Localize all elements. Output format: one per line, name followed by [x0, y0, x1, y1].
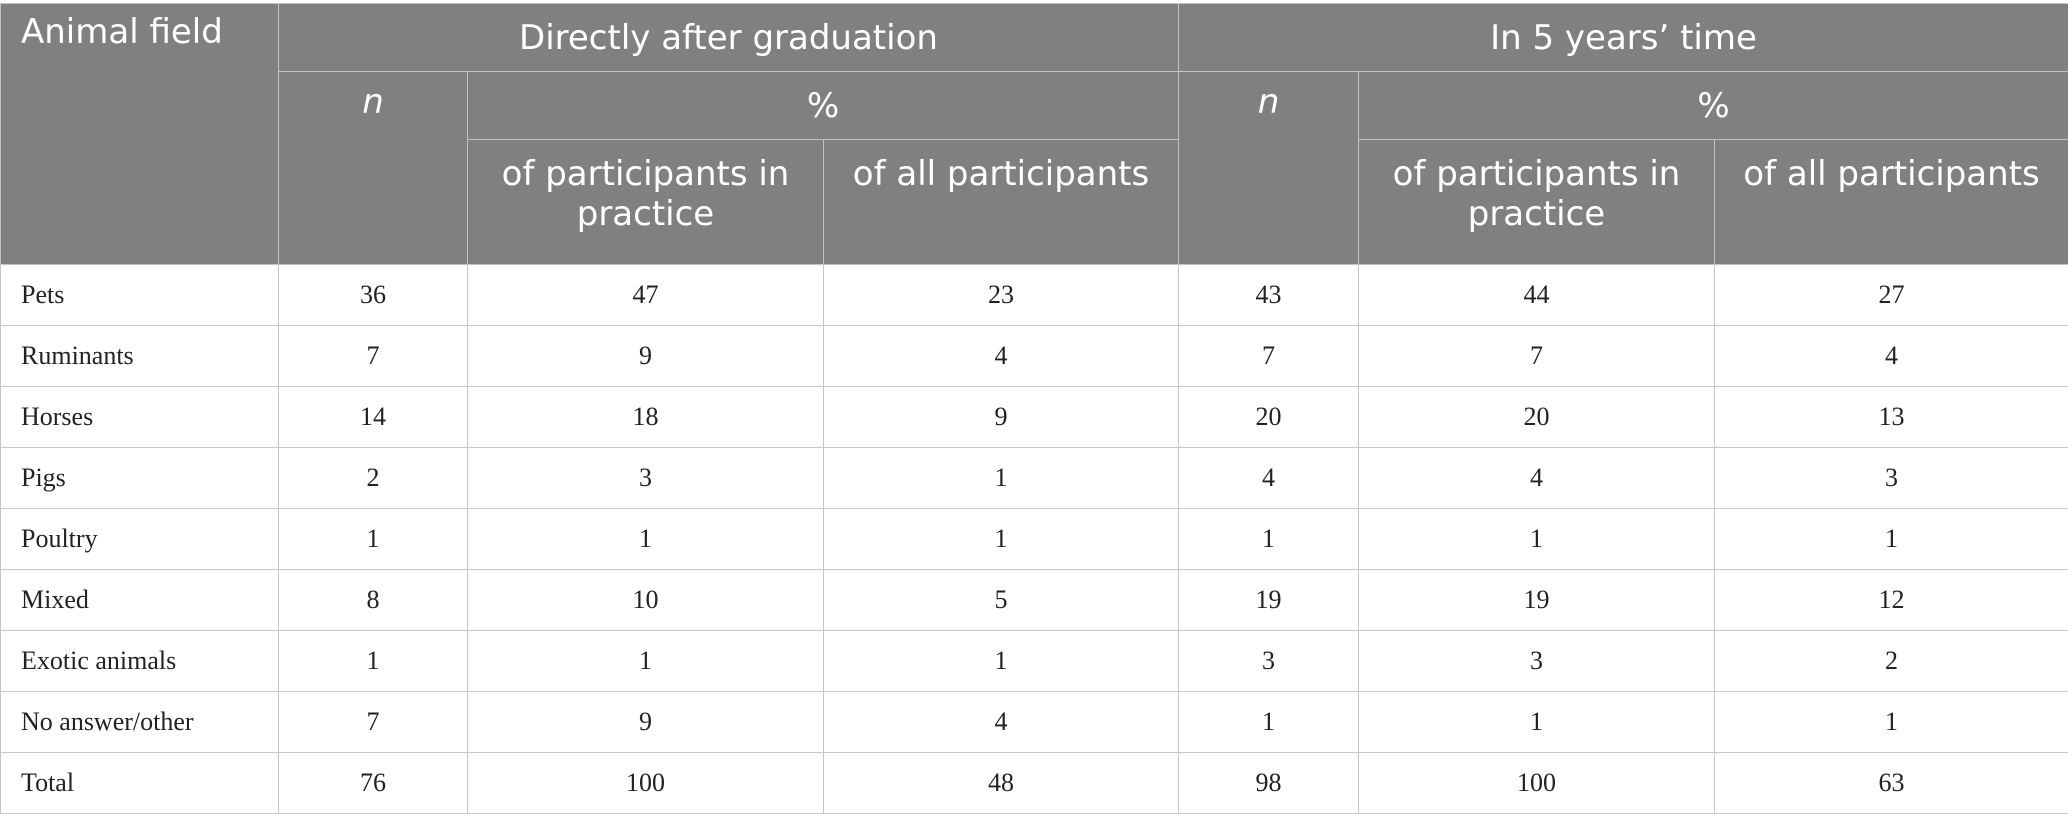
header-percent-after: % — [467, 71, 1179, 140]
row-label: Pets — [0, 264, 279, 326]
table-cell: 4 — [1178, 447, 1359, 509]
table-cell: 1 — [1713, 508, 2068, 570]
table-cell: 1 — [1178, 508, 1359, 570]
row-label: Pigs — [0, 447, 279, 509]
table-cell: 14 — [278, 386, 468, 448]
table-cell: 1 — [1178, 691, 1359, 753]
table-row: Ruminants 7 9 4 7 7 4 — [0, 325, 2068, 387]
table-cell: 19 — [1178, 569, 1359, 631]
row-label: No answer/other — [0, 691, 279, 753]
row-label: Ruminants — [0, 325, 279, 387]
table-cell: 7 — [1178, 325, 1359, 387]
table-cell: 100 — [467, 752, 824, 814]
table-header: Animal field Directly after graduation I… — [0, 3, 2068, 265]
table-cell: 44 — [1358, 264, 1715, 326]
table-cell: 76 — [278, 752, 468, 814]
table-cell: 4 — [1358, 447, 1715, 509]
header-of-all-participants-5years: of all participants — [1713, 139, 2068, 265]
animal-field-table: Animal field Directly after graduation I… — [0, 3, 2068, 814]
table-cell: 1 — [1713, 691, 2068, 753]
table-cell: 27 — [1713, 264, 2068, 326]
table-cell: 3 — [467, 447, 824, 509]
table-cell: 43 — [1178, 264, 1359, 326]
table-cell: 1 — [823, 508, 1179, 570]
table-cell: 10 — [467, 569, 824, 631]
table-cell: 100 — [1358, 752, 1715, 814]
header-of-participants-in-practice-after: of participants in practice — [467, 139, 824, 265]
table-cell: 98 — [1178, 752, 1359, 814]
table-row: Poultry 1 1 1 1 1 1 — [0, 508, 2068, 570]
table-cell: 1 — [1358, 691, 1715, 753]
table-row: Exotic animals 1 1 1 3 3 2 — [0, 630, 2068, 692]
table-cell: 1 — [278, 630, 468, 692]
table-row: Pets 36 47 23 43 44 27 — [0, 264, 2068, 326]
table-cell: 13 — [1713, 386, 2068, 448]
table-cell: 47 — [467, 264, 824, 326]
table-cell: 5 — [823, 569, 1179, 631]
table-cell: 18 — [467, 386, 824, 448]
table-cell: 9 — [823, 386, 1179, 448]
row-label: Poultry — [0, 508, 279, 570]
header-n-after: n — [278, 71, 468, 265]
table-cell: 1 — [467, 508, 824, 570]
table-cell: 2 — [1713, 630, 2068, 692]
table-cell: 7 — [1358, 325, 1715, 387]
header-directly-after-graduation: Directly after graduation — [278, 3, 1179, 72]
table-cell: 4 — [1713, 325, 2068, 387]
table-cell: 23 — [823, 264, 1179, 326]
table-row: Pigs 2 3 1 4 4 3 — [0, 447, 2068, 509]
table-cell: 7 — [278, 325, 468, 387]
table-cell: 4 — [823, 691, 1179, 753]
table-row: Mixed 8 10 5 19 19 12 — [0, 569, 2068, 631]
table-cell: 63 — [1713, 752, 2068, 814]
header-n-5years: n — [1178, 71, 1359, 265]
table-cell: 9 — [467, 325, 824, 387]
table-cell: 20 — [1178, 386, 1359, 448]
table-cell: 20 — [1358, 386, 1715, 448]
table-cell: 48 — [823, 752, 1179, 814]
table-cell: 1 — [823, 630, 1179, 692]
table-body: Pets 36 47 23 43 44 27 Ruminants 7 9 4 7 7 4 Horses 14 1… — [0, 264, 2068, 814]
table-row: Horses 14 18 9 20 20 13 — [0, 386, 2068, 448]
row-label: Mixed — [0, 569, 279, 631]
table-cell: 36 — [278, 264, 468, 326]
table-cell: 1 — [1358, 508, 1715, 570]
table-cell: 1 — [823, 447, 1179, 509]
table-cell: 1 — [278, 508, 468, 570]
header-of-all-participants-after: of all participants — [823, 139, 1179, 265]
table-cell: 4 — [823, 325, 1179, 387]
table-row: No answer/other 7 9 4 1 1 1 — [0, 691, 2068, 753]
table-cell: 1 — [467, 630, 824, 692]
row-label: Exotic animals — [0, 630, 279, 692]
table-cell: 3 — [1358, 630, 1715, 692]
header-animal-field: Animal field — [0, 3, 279, 265]
table-cell: 12 — [1713, 569, 2068, 631]
row-label: Horses — [0, 386, 279, 448]
table-cell: 9 — [467, 691, 824, 753]
row-label: Total — [0, 752, 279, 814]
table-container: Animal field Directly after graduation I… — [0, 3, 2068, 814]
table-cell: 3 — [1713, 447, 2068, 509]
table-cell: 7 — [278, 691, 468, 753]
table-cell: 3 — [1178, 630, 1359, 692]
header-in-5-years: In 5 years’ time — [1177, 3, 2068, 72]
header-of-participants-in-practice-5years: of participants in practice — [1358, 139, 1715, 265]
table-cell: 2 — [278, 447, 468, 509]
table-cell: 8 — [278, 569, 468, 631]
table-cell: 19 — [1358, 569, 1715, 631]
table-row: Total 76 100 48 98 100 63 — [0, 752, 2068, 814]
header-percent-5years: % — [1357, 71, 2068, 140]
